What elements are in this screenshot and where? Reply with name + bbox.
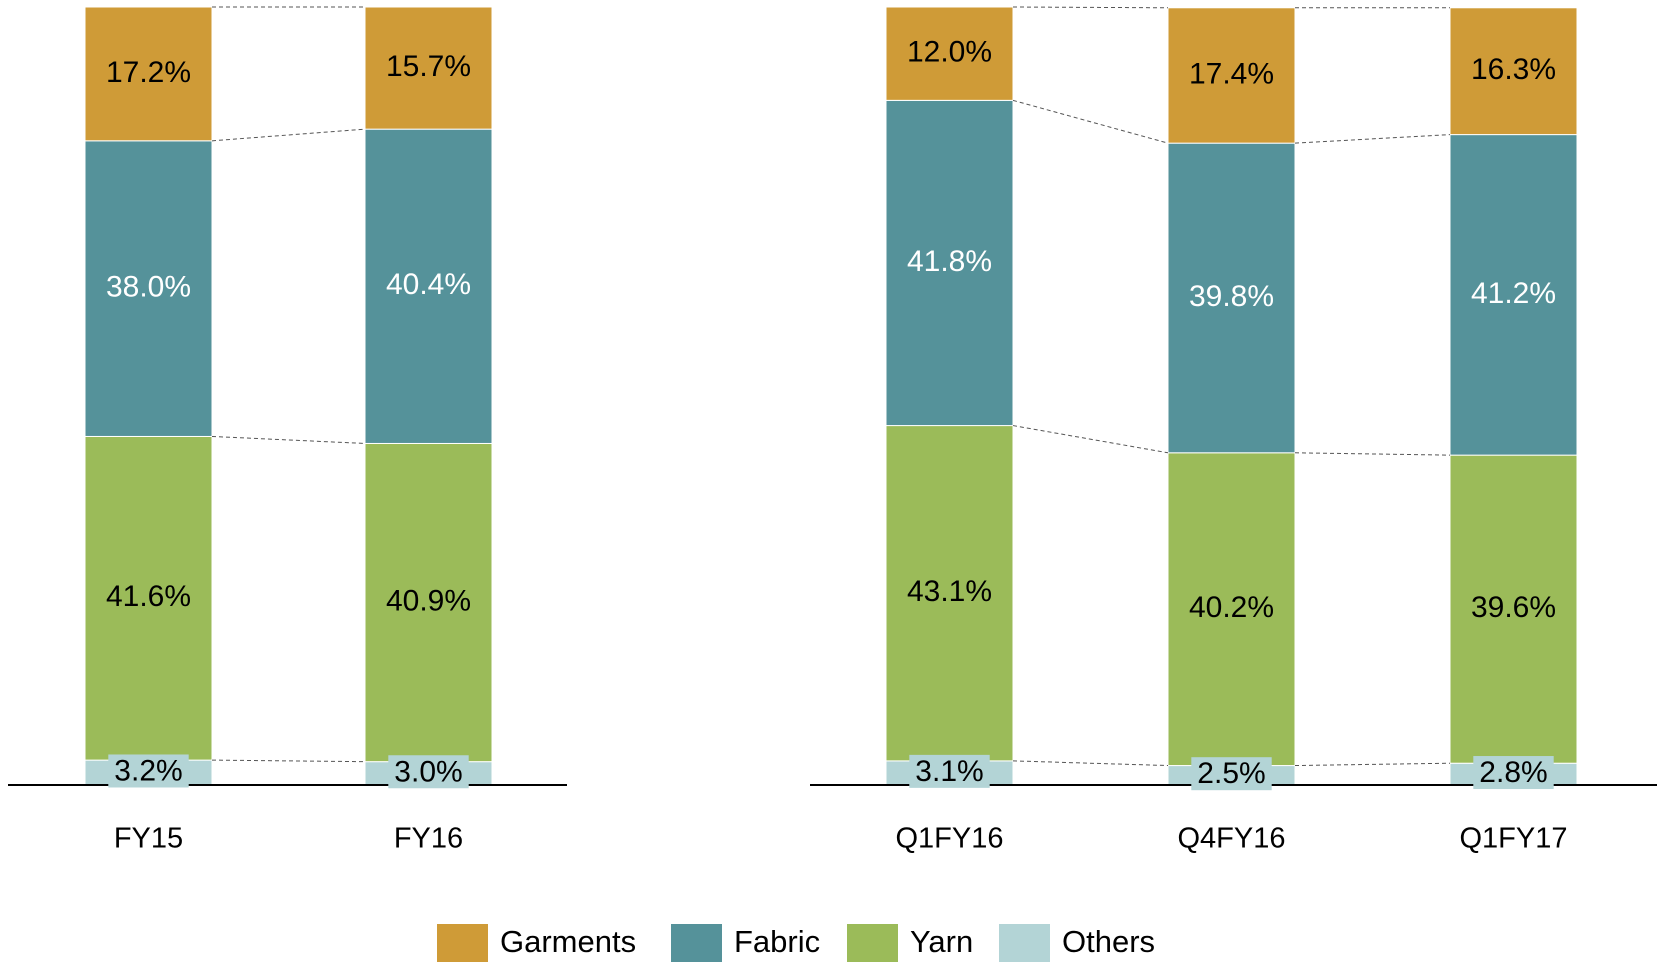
legend-label: Yarn <box>910 924 973 959</box>
data-label: 2.5% <box>1197 757 1265 790</box>
data-label: 40.2% <box>1189 591 1274 624</box>
data-label-group: 2.8% <box>1473 756 1554 790</box>
data-label: 41.6% <box>106 580 191 613</box>
data-label: 3.2% <box>114 754 182 787</box>
legend-swatch <box>671 924 722 962</box>
connector <box>211 759 366 763</box>
data-label-group: 40.9% <box>386 584 471 617</box>
bar-segment <box>1167 452 1296 767</box>
data-label-group: 41.8% <box>907 245 992 278</box>
data-label: 43.1% <box>907 575 992 608</box>
bar-segment <box>364 128 493 444</box>
data-label-group: 16.3% <box>1471 53 1556 86</box>
data-label-group: 15.7% <box>386 50 471 83</box>
data-label: 12.0% <box>907 36 992 69</box>
legend-swatch <box>999 924 1050 962</box>
data-label: 16.3% <box>1471 53 1556 86</box>
data-label-group: 40.2% <box>1189 591 1274 624</box>
bar-segment <box>84 6 213 142</box>
data-label: 17.2% <box>106 56 191 89</box>
data-label-group: 41.2% <box>1471 277 1556 310</box>
data-label-group: 3.2% <box>108 754 189 788</box>
legend-label: Garments <box>500 924 636 959</box>
legend-label: Fabric <box>734 924 820 959</box>
connector <box>211 128 366 142</box>
data-label: 39.8% <box>1189 280 1274 313</box>
connector <box>211 435 366 444</box>
data-label-bg <box>909 754 990 788</box>
data-label-group: 43.1% <box>907 575 992 608</box>
data-label-group: 3.0% <box>388 755 469 789</box>
connector <box>1294 452 1451 456</box>
x-tick-label: Q1FY17 <box>1460 823 1568 855</box>
bar-segment <box>1449 454 1578 764</box>
data-label-group: 2.5% <box>1191 757 1272 791</box>
data-label: 41.2% <box>1471 277 1556 310</box>
data-label-group: 17.2% <box>106 56 191 89</box>
bar-segment <box>1449 7 1578 136</box>
connector <box>1294 134 1451 144</box>
connector <box>1012 99 1169 144</box>
legend-swatch <box>437 924 488 962</box>
data-label: 40.9% <box>386 584 471 617</box>
bar-segment <box>885 425 1014 762</box>
data-label: 38.0% <box>106 271 191 304</box>
data-label-bg <box>1191 757 1272 791</box>
connector <box>1012 6 1169 9</box>
data-label: 3.0% <box>394 755 462 788</box>
x-tick-label: Q4FY16 <box>1178 823 1286 855</box>
data-label: 39.6% <box>1471 591 1556 624</box>
data-label: 2.8% <box>1479 756 1547 789</box>
data-label: 40.4% <box>386 268 471 301</box>
data-label-group: 17.4% <box>1189 57 1274 90</box>
x-tick-label: Q1FY16 <box>896 823 1004 855</box>
data-label-bg <box>1473 756 1554 790</box>
connector <box>1012 425 1169 454</box>
data-label-bg <box>108 754 189 788</box>
data-label-group: 39.6% <box>1471 591 1556 624</box>
bar-segment <box>885 6 1014 101</box>
x-tick-label: FY15 <box>114 823 183 855</box>
data-label-group: 41.6% <box>106 580 191 613</box>
legend-label: Others <box>1062 924 1155 959</box>
bar-segment <box>84 435 213 761</box>
data-label-group: 40.4% <box>386 268 471 301</box>
bar-segment <box>1167 142 1296 454</box>
data-label: 41.8% <box>907 245 992 278</box>
legend-swatch <box>847 924 898 962</box>
connector <box>1294 762 1451 767</box>
data-label: 3.1% <box>915 755 983 788</box>
bar-segment <box>364 6 493 130</box>
bar-segment <box>885 99 1014 427</box>
data-label-bg <box>388 755 469 789</box>
data-label-group: 39.8% <box>1189 280 1274 313</box>
bar-segment <box>1449 134 1578 456</box>
data-label-group: 12.0% <box>907 36 992 69</box>
x-tick-label: FY16 <box>394 823 463 855</box>
bar-segment <box>1167 7 1296 144</box>
data-label-group: 38.0% <box>106 271 191 304</box>
data-label: 17.4% <box>1189 57 1274 90</box>
connector <box>1012 760 1169 767</box>
data-label-group: 3.1% <box>909 754 990 788</box>
data-label: 15.7% <box>386 50 471 83</box>
